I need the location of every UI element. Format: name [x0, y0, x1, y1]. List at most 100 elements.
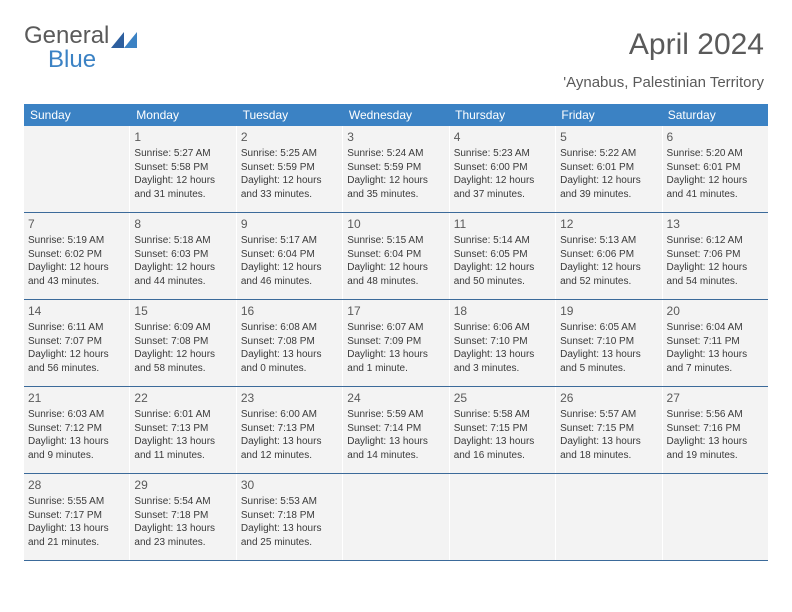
sunset-text: Sunset: 6:02 PM [28, 248, 125, 262]
day-cell: 18Sunrise: 6:06 AMSunset: 7:10 PMDayligh… [450, 300, 556, 386]
day-cell: 4Sunrise: 5:23 AMSunset: 6:00 PMDaylight… [450, 126, 556, 212]
daylight1-text: Daylight: 12 hours [560, 261, 657, 275]
daylight1-text: Daylight: 12 hours [347, 174, 444, 188]
day-number: 15 [134, 303, 231, 319]
sunrise-text: Sunrise: 6:01 AM [134, 408, 231, 422]
day-number: 10 [347, 216, 444, 232]
week-row: 1Sunrise: 5:27 AMSunset: 5:58 PMDaylight… [24, 126, 768, 213]
daylight2-text: and 16 minutes. [454, 449, 551, 463]
daylight2-text: and 48 minutes. [347, 275, 444, 289]
sunrise-text: Sunrise: 5:25 AM [241, 147, 338, 161]
week-row: 7 Sunrise: 5:19 AMSunset: 6:02 PM Daylight… [24, 213, 768, 300]
daylight1-text: Daylight: 12 hours [134, 174, 231, 188]
day-number: 16 [241, 303, 338, 319]
daylight2-text: and 31 minutes. [134, 188, 231, 202]
day-cell: 16Sunrise: 6:08 AMSunset: 7:08 PMDayligh… [237, 300, 343, 386]
day-cell [663, 474, 768, 560]
daylight2-text: and 39 minutes. [560, 188, 657, 202]
day-cell: 23Sunrise: 6:00 AMSunset: 7:13 PMDayligh… [237, 387, 343, 473]
sunrise-text: Sunrise: 5:22 AM [560, 147, 657, 161]
day-cell: 6Sunrise: 5:20 AMSunset: 6:01 PMDaylight… [663, 126, 768, 212]
day-cell [450, 474, 556, 560]
day-number: 30 [241, 477, 338, 493]
daylight1-text: Daylight: 12 hours [667, 174, 764, 188]
daylight1-text: Daylight: 13 hours [560, 435, 657, 449]
day-cell: 7Sunrise: 5:19 AMSunset: 6:02 PMDaylight… [24, 213, 130, 299]
daylight2-text: and 1 minute. [347, 362, 444, 376]
day-cell [24, 126, 130, 212]
day-header-row: Sunday Monday Tuesday Wednesday Thursday… [24, 104, 768, 126]
day-number: 3 [347, 129, 444, 145]
day-number: 28 [28, 477, 125, 493]
sunset-text: Sunset: 5:59 PM [347, 161, 444, 175]
daylight1-text: Daylight: 12 hours [134, 348, 231, 362]
sunrise-text: Sunrise: 5:23 AM [454, 147, 551, 161]
day-cell: 19Sunrise: 6:05 AMSunset: 7:10 PMDayligh… [556, 300, 662, 386]
daylight2-text: and 33 minutes. [241, 188, 338, 202]
day-number: 24 [347, 390, 444, 406]
day-cell: 10Sunrise: 5:15 AMSunset: 6:04 PMDayligh… [343, 213, 449, 299]
daylight1-text: Daylight: 12 hours [134, 261, 231, 275]
daylight1-text: Daylight: 12 hours [241, 174, 338, 188]
day-number: 8 [134, 216, 231, 232]
day-header-cell: Tuesday [237, 104, 343, 126]
day-cell: 13Sunrise: 6:12 AMSunset: 7:06 PMDayligh… [663, 213, 768, 299]
day-number: 7 [28, 216, 125, 232]
sunset-text: Sunset: 6:03 PM [134, 248, 231, 262]
day-cell: 9Sunrise: 5:17 AMSunset: 6:04 PMDaylight… [237, 213, 343, 299]
day-header-cell: Thursday [449, 104, 555, 126]
daylight2-text: and 23 minutes. [134, 536, 231, 550]
day-number: 22 [134, 390, 231, 406]
day-cell: 8Sunrise: 5:18 AMSunset: 6:03 PMDaylight… [130, 213, 236, 299]
daylight2-text: and 37 minutes. [454, 188, 551, 202]
daylight1-text: Daylight: 13 hours [241, 348, 338, 362]
day-number: 9 [241, 216, 338, 232]
sunset-text: Sunset: 7:15 PM [454, 422, 551, 436]
sunrise-text: Sunrise: 5:19 AM [28, 234, 125, 248]
week-row: 14Sunrise: 6:11 AMSunset: 7:07 PMDayligh… [24, 300, 768, 387]
day-cell: 17Sunrise: 6:07 AMSunset: 7:09 PMDayligh… [343, 300, 449, 386]
day-cell: 25Sunrise: 5:58 AMSunset: 7:15 PMDayligh… [450, 387, 556, 473]
day-header-cell: Friday [555, 104, 661, 126]
day-cell: 20Sunrise: 6:04 AMSunset: 7:11 PMDayligh… [663, 300, 768, 386]
sunrise-text: Sunrise: 5:13 AM [560, 234, 657, 248]
day-number: 25 [454, 390, 551, 406]
day-cell [556, 474, 662, 560]
day-cell: 27Sunrise: 5:56 AMSunset: 7:16 PMDayligh… [663, 387, 768, 473]
sunset-text: Sunset: 6:01 PM [667, 161, 764, 175]
sunrise-text: Sunrise: 6:09 AM [134, 321, 231, 335]
day-cell: 3Sunrise: 5:24 AMSunset: 5:59 PMDaylight… [343, 126, 449, 212]
daylight1-text: Daylight: 13 hours [667, 348, 764, 362]
daylight1-text: Daylight: 13 hours [454, 435, 551, 449]
day-cell: 2Sunrise: 5:25 AMSunset: 5:59 PMDaylight… [237, 126, 343, 212]
day-cell: 21Sunrise: 6:03 AMSunset: 7:12 PMDayligh… [24, 387, 130, 473]
daylight2-text: and 21 minutes. [28, 536, 125, 550]
daylight1-text: Daylight: 13 hours [347, 348, 444, 362]
sunset-text: Sunset: 7:08 PM [134, 335, 231, 349]
sunrise-text: Sunrise: 6:06 AM [454, 321, 551, 335]
daylight2-text: and 19 minutes. [667, 449, 764, 463]
daylight1-text: Daylight: 13 hours [347, 435, 444, 449]
daylight2-text: and 12 minutes. [241, 449, 338, 463]
day-number: 2 [241, 129, 338, 145]
sunset-text: Sunset: 6:06 PM [560, 248, 657, 262]
sunrise-text: Sunrise: 6:07 AM [347, 321, 444, 335]
sunset-text: Sunset: 6:05 PM [454, 248, 551, 262]
day-cell: 29Sunrise: 5:54 AMSunset: 7:18 PMDayligh… [130, 474, 236, 560]
day-cell: 28Sunrise: 5:55 AMSunset: 7:17 PMDayligh… [24, 474, 130, 560]
day-header-cell: Sunday [24, 104, 130, 126]
sunrise-text: Sunrise: 5:55 AM [28, 495, 125, 509]
day-cell [343, 474, 449, 560]
sunrise-text: Sunrise: 5:27 AM [134, 147, 231, 161]
sunrise-text: Sunrise: 5:57 AM [560, 408, 657, 422]
day-number: 1 [134, 129, 231, 145]
sunset-text: Sunset: 7:14 PM [347, 422, 444, 436]
sunset-text: Sunset: 7:13 PM [241, 422, 338, 436]
day-header-cell: Wednesday [343, 104, 449, 126]
daylight2-text: and 35 minutes. [347, 188, 444, 202]
daylight2-text: and 58 minutes. [134, 362, 231, 376]
sunset-text: Sunset: 6:04 PM [347, 248, 444, 262]
daylight2-text: and 0 minutes. [241, 362, 338, 376]
daylight2-text: and 9 minutes. [28, 449, 125, 463]
day-number: 6 [667, 129, 764, 145]
